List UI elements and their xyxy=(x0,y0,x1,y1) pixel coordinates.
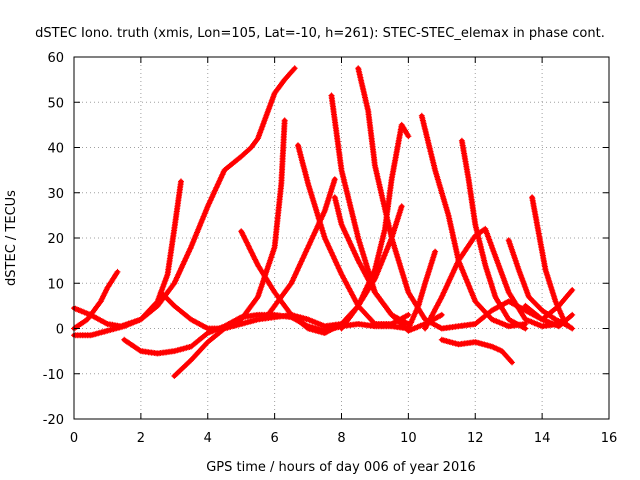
grid xyxy=(74,57,609,419)
series-13 xyxy=(418,112,529,330)
y-axis-label: dSTEC / TECUs xyxy=(4,190,19,286)
series-16 xyxy=(458,137,529,332)
x-tick-label: 14 xyxy=(534,431,551,446)
series-markers-17 xyxy=(438,336,515,366)
series-markers-5 xyxy=(171,117,288,379)
x-tick-label: 4 xyxy=(204,431,212,446)
series-18 xyxy=(505,237,572,330)
x-axis-label: GPS time / hours of day 006 of year 2016 xyxy=(206,460,476,475)
x-tick-label: 10 xyxy=(400,431,417,446)
series-markers-16 xyxy=(458,137,529,332)
series-markers-14 xyxy=(405,248,439,332)
series-0 xyxy=(71,268,121,332)
series-2 xyxy=(71,178,184,339)
axis-ticks: 0 2 4 6 8 10 12 14 16 -20 -10 0 10 20 30 40 50 60 xyxy=(43,51,618,446)
series-markers-10 xyxy=(331,194,412,327)
series-markers-19 xyxy=(529,194,576,332)
series-4 xyxy=(157,289,345,332)
chart-title: dSTEC Iono. truth (xmis, Lon=105, Lat=-1… xyxy=(35,26,605,41)
series-7 xyxy=(264,176,338,318)
series-markers-4 xyxy=(157,289,345,332)
series-markers-13 xyxy=(418,112,529,330)
series-10 xyxy=(331,194,412,327)
series-trace-3 xyxy=(121,312,411,356)
series-markers-12 xyxy=(338,203,405,332)
series-markers-0 xyxy=(71,268,121,332)
series-markers-7 xyxy=(264,176,338,318)
x-tick-label: 12 xyxy=(467,431,484,446)
x-tick-label: 0 xyxy=(70,431,78,446)
x-tick-label: 8 xyxy=(337,431,345,446)
y-tick-label: 30 xyxy=(47,187,64,202)
y-tick-label: 50 xyxy=(47,96,64,111)
x-tick-label: 2 xyxy=(137,431,145,446)
series-14 xyxy=(405,248,439,332)
series-21 xyxy=(522,302,576,330)
y-tick-label: 60 xyxy=(47,51,64,66)
y-tick-label: -10 xyxy=(43,368,64,383)
series-trace-12 xyxy=(339,204,404,331)
series-19 xyxy=(529,194,576,332)
series-17 xyxy=(438,336,515,366)
y-tick-label: 0 xyxy=(56,323,64,338)
x-tick-label: 6 xyxy=(270,431,278,446)
y-tick-label: 20 xyxy=(47,232,64,247)
y-tick-label: -20 xyxy=(43,413,64,428)
x-tick-label: 16 xyxy=(601,431,618,446)
y-tick-label: 10 xyxy=(47,277,64,292)
plot-series xyxy=(71,65,576,379)
series-markers-21 xyxy=(522,302,576,330)
series-12 xyxy=(338,203,405,332)
series-markers-8 xyxy=(295,142,412,327)
series-8 xyxy=(295,142,412,327)
y-tick-label: 40 xyxy=(47,142,64,157)
series-5 xyxy=(171,117,288,379)
